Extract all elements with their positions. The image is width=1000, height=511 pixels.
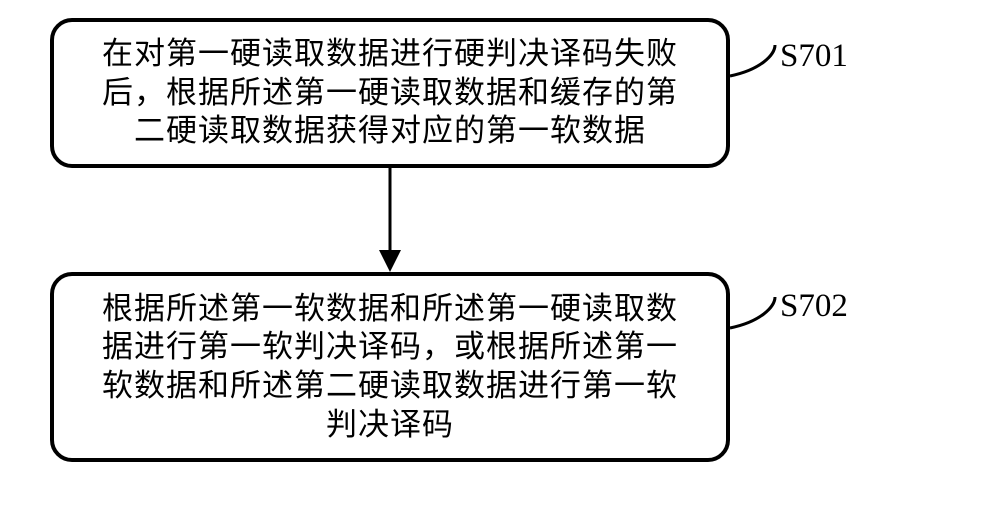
flowchart-canvas: 在对第一硬读取数据进行硬判决译码失败 后，根据所述第一硬读取数据和缓存的第 二硬… (0, 0, 1000, 511)
step-label-n2: S702 (780, 288, 848, 325)
step-label-n1: S701 (780, 38, 848, 75)
flow-node-n2: 根据所述第一软数据和所述第一硬读取数 据进行第一软判决译码，或根据所述第一 软数… (50, 272, 730, 462)
flow-node-text: 在对第一硬读取数据进行硬判决译码失败 后，根据所述第一硬读取数据和缓存的第 二硬… (102, 35, 678, 151)
flow-node-text: 根据所述第一软数据和所述第一硬读取数 据进行第一软判决译码，或根据所述第一 软数… (102, 290, 678, 445)
flow-node-n1: 在对第一硬读取数据进行硬判决译码失败 后，根据所述第一硬读取数据和缓存的第 二硬… (50, 18, 730, 168)
